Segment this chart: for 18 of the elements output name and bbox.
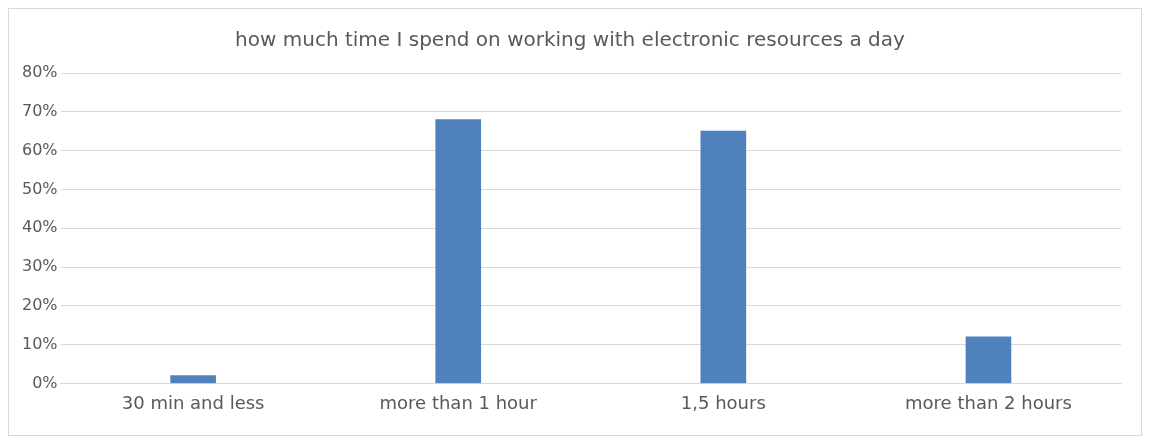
bar: [435, 119, 482, 384]
y-tick-label: 60%: [22, 139, 58, 159]
x-tick-label: more than 2 hours: [905, 391, 1072, 413]
y-tick-label: 30%: [22, 256, 58, 276]
y-tick-label: 10%: [22, 333, 58, 353]
x-tick-label: 1,5 hours: [680, 391, 766, 413]
y-tick-label: 50%: [22, 178, 58, 198]
chart-title: how much time I spend on working with electronic resources a day: [235, 27, 906, 52]
y-tick-label: 20%: [22, 294, 58, 314]
y-tick-label: 40%: [22, 217, 58, 237]
y-tick-label: 70%: [22, 100, 58, 120]
bar: [965, 336, 1012, 384]
y-tick-label: 0%: [32, 372, 58, 392]
x-tick-label: more than 1 hour: [379, 391, 538, 413]
bar: [170, 375, 216, 384]
y-tick-label: 80%: [22, 62, 58, 82]
bar: [700, 130, 747, 384]
x-tick-label: 30 min and less: [121, 391, 265, 413]
